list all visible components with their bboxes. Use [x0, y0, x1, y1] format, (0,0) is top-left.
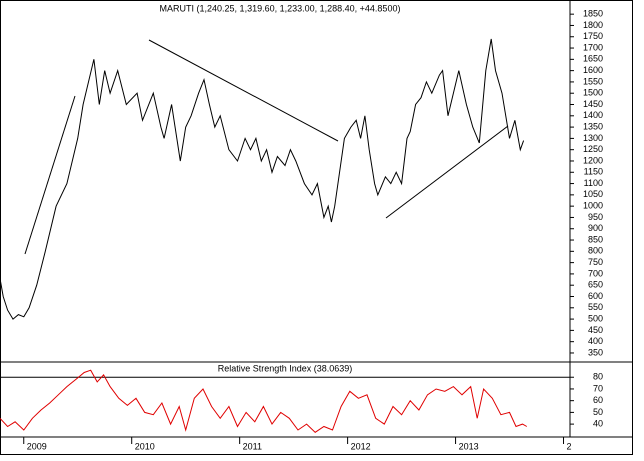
y-tick-label: 750	[588, 257, 603, 267]
y-tick-label: 500	[588, 313, 603, 323]
x-tick-label: 2	[567, 441, 572, 451]
trend-line	[24, 95, 76, 255]
y-tick-label: 1850	[583, 9, 603, 19]
y-tick-label: 950	[588, 212, 603, 222]
y-tick-label: 50	[593, 407, 603, 417]
panel-title: Relative Strength Index (38.0639)	[218, 363, 353, 373]
x-tick-label: 2013	[459, 441, 479, 451]
x-tick-label: 2009	[27, 441, 47, 451]
y-tick-label: 400	[588, 336, 603, 346]
y-tick-label: 1700	[583, 42, 603, 52]
series-line	[0, 38, 525, 320]
series-line	[0, 369, 528, 433]
y-tick-label: 1550	[583, 76, 603, 86]
y-tick-label: 40	[593, 418, 603, 428]
y-tick-label: 550	[588, 302, 603, 312]
trend-line	[385, 125, 509, 219]
y-tick-label: 1050	[583, 189, 603, 199]
y-tick-label: 1000	[583, 201, 603, 211]
chart-title: MARUTI (1,240.25, 1,319.60, 1,233.00, 1,…	[160, 3, 401, 13]
y-tick-label: 80	[593, 372, 603, 382]
y-tick-label: 1300	[583, 133, 603, 143]
y-tick-label: 700	[588, 268, 603, 278]
y-tick-label: 1200	[583, 155, 603, 165]
y-tick-label: 1500	[583, 88, 603, 98]
y-tick-label: 1150	[584, 167, 603, 177]
y-tick-label: 1800	[583, 20, 603, 30]
y-tick-label: 450	[588, 325, 603, 335]
y-tick-label: 1450	[583, 99, 603, 109]
y-tick-label: 1750	[583, 31, 603, 41]
y-tick-label: 1100	[584, 178, 603, 188]
x-tick-label: 2012	[351, 441, 371, 451]
y-tick-label: 70	[593, 383, 603, 393]
y-tick-label: 900	[588, 223, 603, 233]
x-tick-label: 2010	[135, 441, 155, 451]
y-tick-label: 1600	[583, 65, 603, 75]
frame	[0, 0, 633, 455]
y-tick-label: 1250	[583, 144, 603, 154]
y-tick-label: 1350	[583, 121, 603, 131]
y-tick-label: 1400	[583, 110, 603, 120]
y-tick-label: 60	[593, 395, 603, 405]
y-tick-label: 850	[588, 234, 603, 244]
x-tick-label: 2011	[243, 441, 262, 451]
y-tick-label: 650	[588, 280, 603, 290]
trend-line	[148, 39, 339, 142]
y-tick-label: 600	[588, 291, 603, 301]
y-tick-label: 800	[588, 246, 603, 256]
y-tick-label: 350	[588, 347, 603, 357]
y-tick-label: 1650	[583, 54, 603, 64]
